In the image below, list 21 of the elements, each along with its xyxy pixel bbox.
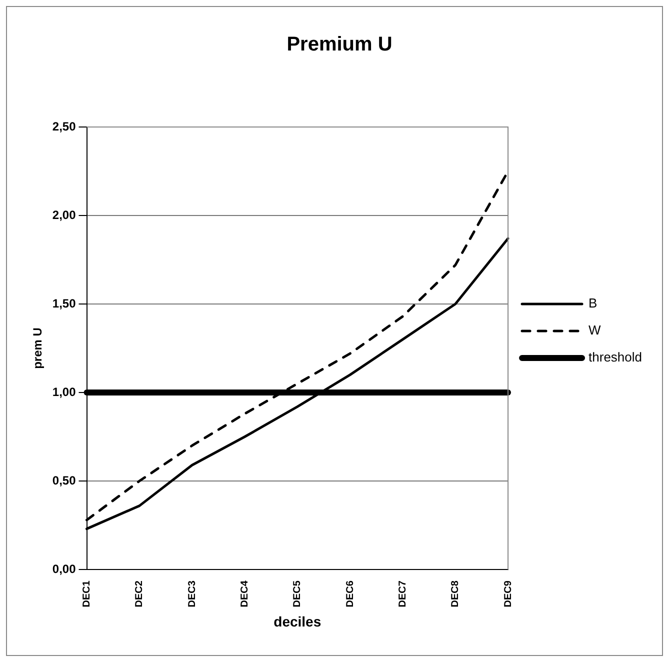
x-tick-label: DEC5 bbox=[292, 580, 304, 608]
x-axis-title: deciles bbox=[274, 613, 322, 630]
y-tick-label: 2,00 bbox=[52, 208, 76, 222]
legend-label: W bbox=[588, 322, 602, 338]
x-tick-label: DEC2 bbox=[134, 580, 146, 608]
y-tick-label: 2,50 bbox=[52, 119, 76, 134]
legend-label: threshold bbox=[588, 350, 642, 365]
x-tick-label: DEC1 bbox=[82, 580, 93, 608]
x-tick-label: DEC7 bbox=[397, 580, 408, 608]
x-tick-label: DEC3 bbox=[186, 580, 198, 608]
x-tick-label: DEC4 bbox=[239, 580, 250, 608]
y-tick-label: 0,00 bbox=[52, 562, 76, 576]
y-tick-label: 0,50 bbox=[52, 473, 76, 488]
x-tick-label: DEC9 bbox=[502, 580, 514, 608]
legend-label: B bbox=[588, 296, 598, 311]
chart-title: Premium U bbox=[286, 34, 392, 56]
x-tick-label: DEC8 bbox=[450, 580, 462, 608]
y-tick-label: 1,00 bbox=[52, 384, 76, 399]
y-tick-label: 1,50 bbox=[52, 296, 76, 310]
y-axis-title: prem U bbox=[30, 328, 45, 369]
x-tick-label: DEC6 bbox=[344, 580, 356, 608]
